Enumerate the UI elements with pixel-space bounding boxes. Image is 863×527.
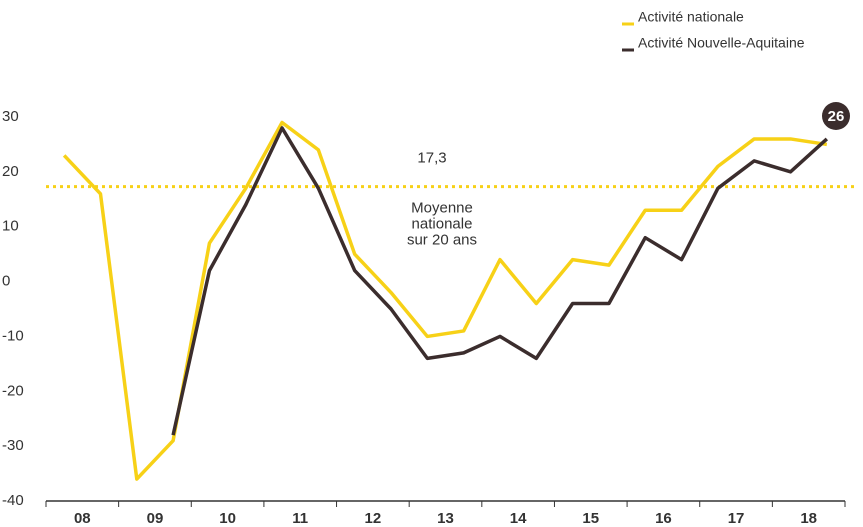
x-tick-label: 16 <box>655 510 672 527</box>
reference-label: 17,3 <box>417 150 446 167</box>
y-tick-label: -40 <box>2 492 24 509</box>
y-tick-label: 30 <box>2 108 19 125</box>
series-line <box>171 126 829 436</box>
y-tick-label: 10 <box>2 218 19 235</box>
x-tick-label: 15 <box>582 510 599 527</box>
x-tick-label: 12 <box>365 510 382 527</box>
x-tick-label: 17 <box>728 510 745 527</box>
x-tick-label: 18 <box>800 510 817 527</box>
reference-annotation: sur 20 ans <box>407 232 477 249</box>
y-tick-label: -20 <box>2 382 24 399</box>
series-line <box>62 120 828 481</box>
end-badge-label: 26 <box>828 108 845 125</box>
x-tick-label: 11 <box>292 510 308 527</box>
y-tick-label: -10 <box>2 327 24 344</box>
y-tick-label: 20 <box>2 163 19 180</box>
x-tick-label: 08 <box>74 510 91 527</box>
reference-annotation: Moyenne <box>411 200 473 217</box>
x-tick-label: 14 <box>510 510 527 527</box>
y-tick-label: 0 <box>2 273 10 290</box>
x-tick-label: 13 <box>437 510 454 527</box>
legend-label: Activité nationale <box>638 9 744 25</box>
x-tick-label: 10 <box>219 510 236 527</box>
legend-label: Activité Nouvelle-Aquitaine <box>638 35 805 51</box>
reference-annotation: nationale <box>412 216 473 233</box>
end-badge <box>822 102 850 130</box>
x-tick-label: 09 <box>147 510 164 527</box>
y-tick-label: -30 <box>2 437 24 454</box>
